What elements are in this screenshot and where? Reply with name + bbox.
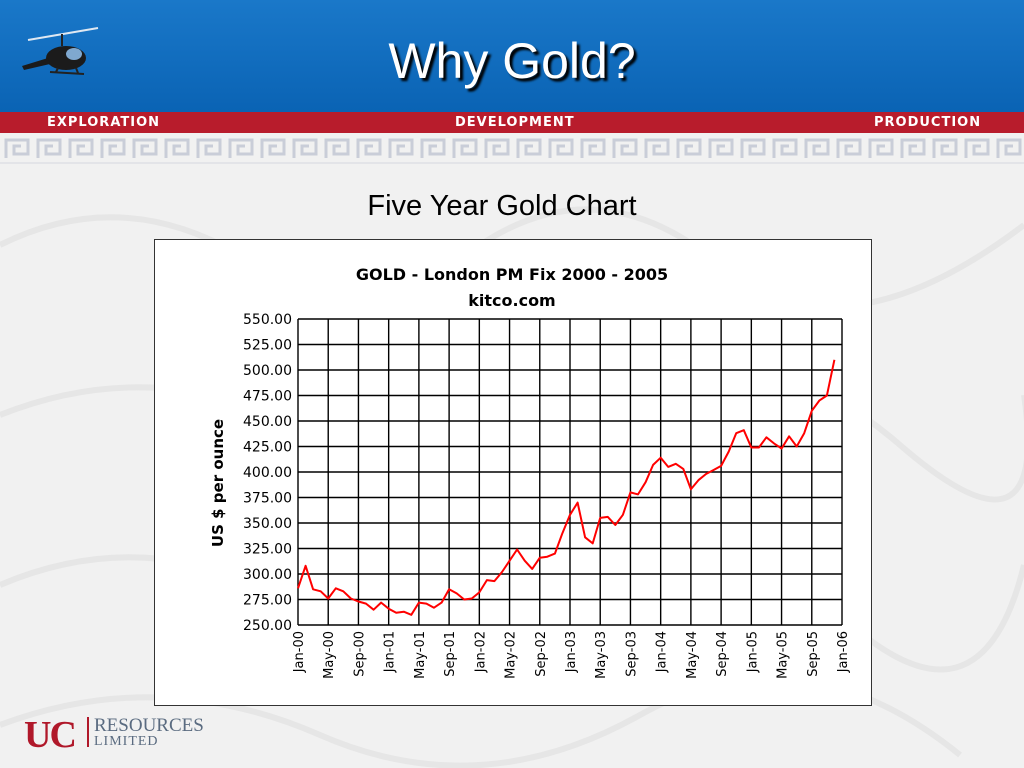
banner-exploration: EXPLORATION <box>47 115 161 130</box>
chart-heading: Five Year Gold Chart <box>367 190 637 222</box>
x-tick-label: Jan-01 <box>383 631 398 673</box>
y-tick-label: 425.00 <box>243 440 292 456</box>
x-tick-label: May-04 <box>685 631 700 679</box>
y-tick-label: 275.00 <box>243 593 292 609</box>
x-tick-label: Sep-01 <box>443 631 458 677</box>
logo-name: RESOURCES <box>94 715 204 736</box>
x-tick-label: Jan-06 <box>836 631 851 673</box>
x-tick-label: Sep-03 <box>624 631 639 677</box>
gold-price-line <box>297 359 836 616</box>
y-tick-label: 250.00 <box>243 618 292 634</box>
header-bar: Why Gold? <box>0 0 1024 112</box>
x-tick-label: Jan-05 <box>745 631 760 673</box>
y-tick-label: 300.00 <box>243 567 292 583</box>
y-tick-label: 475.00 <box>243 389 292 405</box>
x-tick-label: Sep-05 <box>806 631 821 677</box>
logo-mark: UC <box>24 714 77 756</box>
logo-divider <box>87 717 89 747</box>
chart-title: GOLD - London PM Fix 2000 - 2005 <box>356 265 668 284</box>
banner-development: DEVELOPMENT <box>455 115 575 130</box>
gold-price-chart: GOLD - London PM Fix 2000 - 2005 kitco.c… <box>209 265 851 679</box>
y-tick-label: 525.00 <box>243 338 292 354</box>
x-tick-label: Sep-04 <box>715 631 730 677</box>
helicopter-icon <box>22 27 99 75</box>
x-tick-label: May-03 <box>594 631 609 679</box>
y-tick-label: 350.00 <box>243 516 292 532</box>
y-tick-label: 500.00 <box>243 363 292 379</box>
y-tick-label: 325.00 <box>243 542 292 558</box>
y-axis-label: US $ per ounce <box>209 419 227 547</box>
x-tick-label: Sep-02 <box>534 631 549 677</box>
slide-title: Why Gold? <box>388 33 636 89</box>
x-tick-label: Jan-00 <box>292 631 307 673</box>
x-tick-label: May-00 <box>322 631 337 679</box>
y-tick-label: 550.00 <box>243 312 292 328</box>
chart-subtitle: kitco.com <box>468 291 555 310</box>
x-axis-ticks: Jan-00 May-00 Sep-00 Jan-01 May-01 Sep-01 Jan-… <box>292 631 851 679</box>
x-tick-label: May-01 <box>413 631 428 679</box>
y-axis-ticks: 550.00 525.00 500.00 475.00 450.00 425.00 400.… <box>243 312 292 634</box>
chart-panel: GOLD - London PM Fix 2000 - 2005 kitco.c… <box>154 239 872 706</box>
chart-series <box>297 359 836 616</box>
x-tick-label: May-02 <box>504 631 519 679</box>
y-tick-label: 375.00 <box>243 491 292 507</box>
chart-grid <box>297 318 843 626</box>
greek-key-border <box>0 134 1024 164</box>
x-tick-label: Jan-04 <box>655 631 670 673</box>
x-tick-label: May-05 <box>776 631 791 679</box>
logo-suffix: LIMITED <box>94 734 159 749</box>
y-tick-label: 400.00 <box>243 465 292 481</box>
x-tick-label: Jan-03 <box>564 631 579 673</box>
x-tick-label: Sep-00 <box>352 631 367 677</box>
banner-production: PRODUCTION <box>874 115 982 130</box>
banner-bar: EXPLORATION DEVELOPMENT PRODUCTION <box>0 112 1024 133</box>
y-tick-label: 450.00 <box>243 414 292 430</box>
x-tick-label: Jan-02 <box>473 631 488 673</box>
